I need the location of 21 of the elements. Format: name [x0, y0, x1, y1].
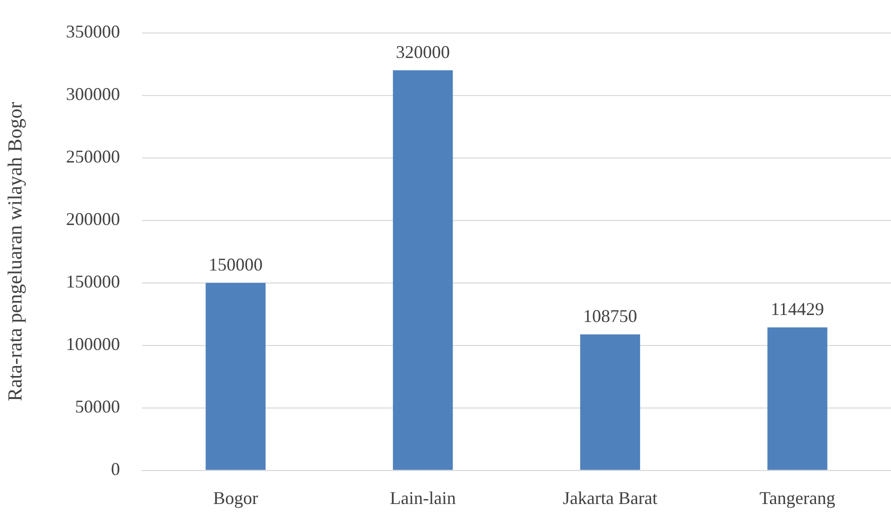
bar	[392, 70, 453, 470]
y-tick-label: 250000	[66, 146, 120, 167]
y-tick-label: 300000	[66, 84, 120, 104]
bar	[580, 334, 640, 470]
x-tick-label: Tangerang	[760, 488, 836, 508]
y-tick-label: 200000	[66, 209, 120, 230]
y-axis-title: Rata-rata pengeluaran wilayah Bogor	[4, 102, 26, 402]
x-tick-label: Bogor	[213, 488, 258, 508]
bar	[767, 327, 828, 470]
y-tick-label: 0	[111, 459, 120, 480]
y-tick-label: 50000	[75, 396, 120, 417]
data-label: 108750	[583, 306, 638, 326]
x-tick-label: Lain-lain	[390, 488, 456, 508]
bar	[206, 282, 266, 470]
x-tick-label: Jakarta Barat	[562, 488, 658, 508]
data-label: 150000	[208, 254, 263, 275]
data-label: 320000	[396, 42, 450, 62]
y-tick-label: 350000	[66, 22, 120, 42]
y-tick-label: 100000	[66, 334, 120, 354]
y-tick-label: 150000	[66, 272, 120, 292]
data-label: 114429	[770, 299, 824, 320]
